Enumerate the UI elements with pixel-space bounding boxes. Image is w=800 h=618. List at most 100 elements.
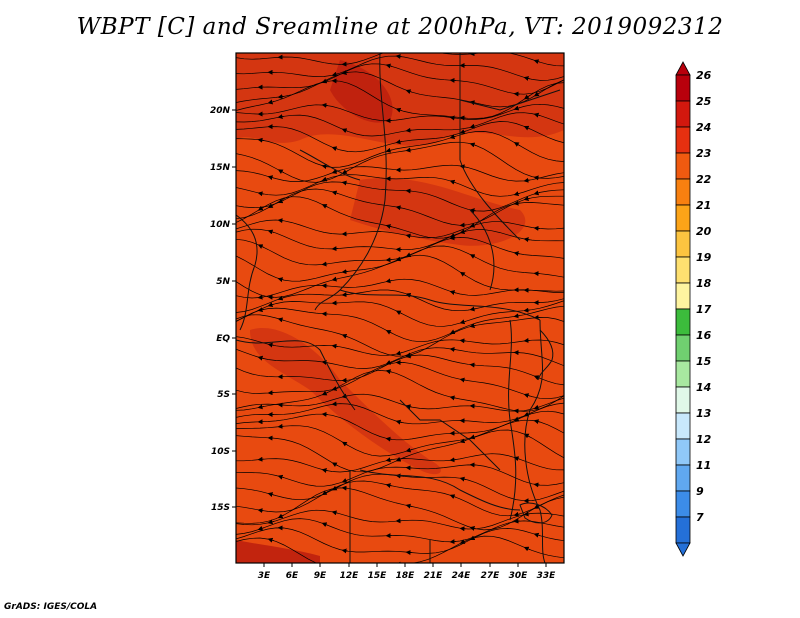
streamline-arrow	[277, 114, 285, 120]
colorbar-segment	[675, 178, 691, 206]
streamline-arrow	[459, 476, 467, 482]
streamline-arrow	[257, 307, 265, 313]
streamline-arrow	[405, 252, 413, 257]
colorbar-top-arrow	[675, 61, 691, 76]
lat-label: 20N	[210, 106, 231, 116]
colorbar-segment	[675, 126, 691, 154]
streamline	[236, 196, 564, 239]
streamline-arrow	[395, 419, 403, 425]
streamline-arrow	[469, 100, 477, 106]
lon-label: 18E	[396, 571, 416, 581]
colorbar-label: 21	[696, 199, 711, 212]
streamline-arrow	[513, 456, 521, 462]
streamline-arrow	[449, 346, 457, 352]
streamline	[236, 305, 564, 343]
streamline-arrow	[267, 203, 275, 209]
streamline-arrow	[523, 393, 531, 399]
streamline-arrow	[533, 404, 541, 410]
colorbar-segment	[675, 152, 691, 180]
streamline	[236, 410, 564, 441]
streamline-arrow	[513, 416, 521, 422]
streamline-arrow	[331, 343, 339, 349]
colorbar-label: 16	[696, 329, 712, 342]
streamline-arrow	[385, 436, 393, 442]
streamline-arrow	[533, 190, 541, 196]
streamline-arrow	[395, 256, 403, 262]
streamline	[236, 103, 564, 122]
streamline-arrow	[267, 229, 275, 235]
streamline-arrow	[321, 468, 329, 473]
streamline-arrow	[321, 176, 329, 182]
streamline-arrow	[523, 546, 531, 552]
streamline-arrow	[385, 63, 393, 69]
streamline-arrow	[459, 338, 467, 344]
streamline	[236, 453, 564, 473]
streamline-arrow	[513, 251, 521, 257]
lon-label: 33E	[537, 571, 557, 581]
colorbar-label: 9	[696, 485, 704, 498]
streamline-arrow	[395, 310, 403, 316]
streamline-arrow	[321, 522, 329, 528]
streamline	[236, 131, 564, 168]
streamline-arrow	[523, 237, 531, 243]
streamline-arrow	[513, 191, 521, 197]
lon-label: 27E	[481, 571, 501, 581]
colorbar-segment	[675, 308, 691, 336]
streamline-arrow	[449, 115, 457, 121]
streamline-arrow	[277, 513, 285, 519]
colorbar-label: 12	[696, 433, 712, 446]
streamline-arrow	[321, 102, 329, 108]
streamline-arrow	[331, 71, 339, 77]
streamline-arrow	[395, 350, 403, 356]
streamline-arrow	[385, 483, 393, 488]
streamline-arrow	[523, 177, 531, 183]
grads-credit: GrADS: IGES/COLA	[4, 602, 98, 612]
streamline-arrow	[267, 537, 275, 543]
streamline-arrow	[277, 94, 285, 100]
streamline-arrow	[267, 342, 275, 348]
streamline-arrow	[449, 179, 457, 185]
streamlines	[236, 53, 564, 563]
streamline-arrow	[533, 419, 541, 425]
colorbar-segment	[675, 516, 691, 544]
streamline-arrow	[341, 478, 349, 483]
streamline-arrow	[523, 125, 531, 131]
streamline-arrow	[257, 404, 265, 410]
lat-label: 15S	[211, 503, 230, 513]
streamline-arrow	[321, 261, 329, 267]
streamline-arrow	[385, 457, 393, 463]
colorbar-label: 15	[696, 355, 712, 368]
streamline	[236, 480, 564, 517]
colorbar-segment	[675, 230, 691, 258]
streamline-arrow	[257, 205, 265, 211]
streamline-arrow	[341, 169, 349, 175]
streamline-arrow	[523, 94, 531, 100]
streamline-arrow	[341, 333, 349, 339]
colorbar-segment	[675, 204, 691, 232]
colorbar-segment	[675, 438, 691, 466]
streamline-arrow	[469, 306, 477, 312]
streamline-arrow	[449, 235, 457, 241]
warm-region-sahara	[350, 177, 526, 246]
streamline-arrow	[341, 180, 349, 186]
temperature-field	[236, 53, 564, 563]
streamline-arrow	[395, 139, 403, 145]
streamline-arrow	[449, 290, 457, 295]
streamline	[236, 314, 564, 357]
streamline-arrow	[469, 142, 477, 148]
colorbar-label: 18	[696, 277, 712, 290]
colorbar-label: 19	[696, 251, 712, 264]
streamline-arrow	[405, 233, 413, 239]
streamline-arrow	[257, 244, 265, 249]
streamline-arrow	[469, 323, 477, 329]
streamline-arrow	[277, 169, 285, 174]
streamline-arrow	[533, 59, 541, 65]
streamline-arrow	[277, 317, 285, 323]
streamline-arrow	[523, 196, 531, 202]
streamline-arrow	[257, 294, 265, 300]
streamline-arrow	[405, 147, 413, 153]
streamline-arrow	[405, 127, 413, 133]
streamline-arrow	[321, 390, 329, 396]
streamline	[236, 527, 564, 554]
